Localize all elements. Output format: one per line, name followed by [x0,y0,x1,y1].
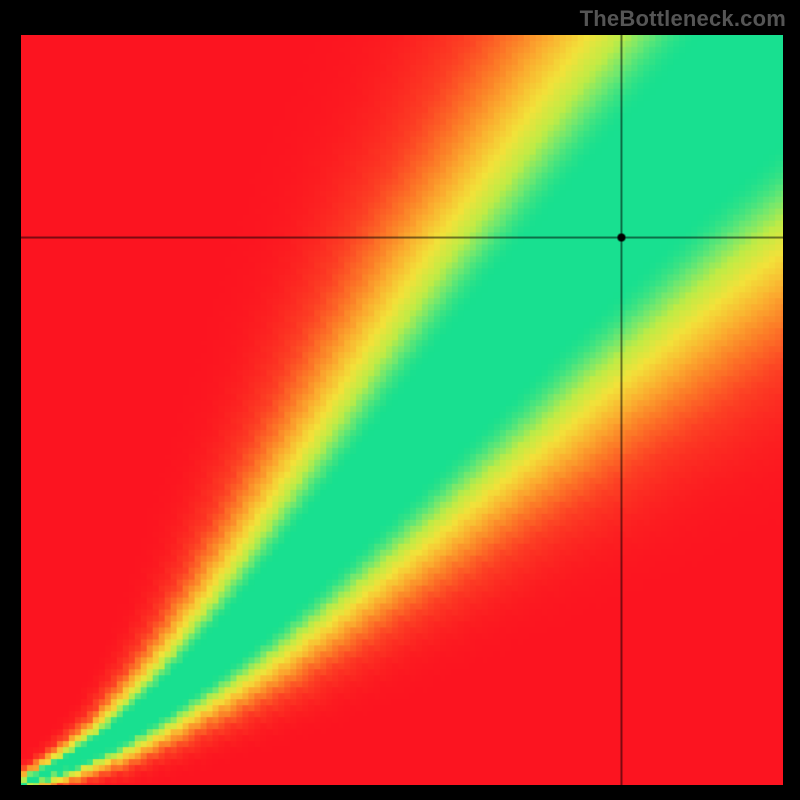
heatmap-canvas [21,35,783,785]
heatmap-frame [20,34,784,786]
watermark-text: TheBottleneck.com [580,6,786,32]
